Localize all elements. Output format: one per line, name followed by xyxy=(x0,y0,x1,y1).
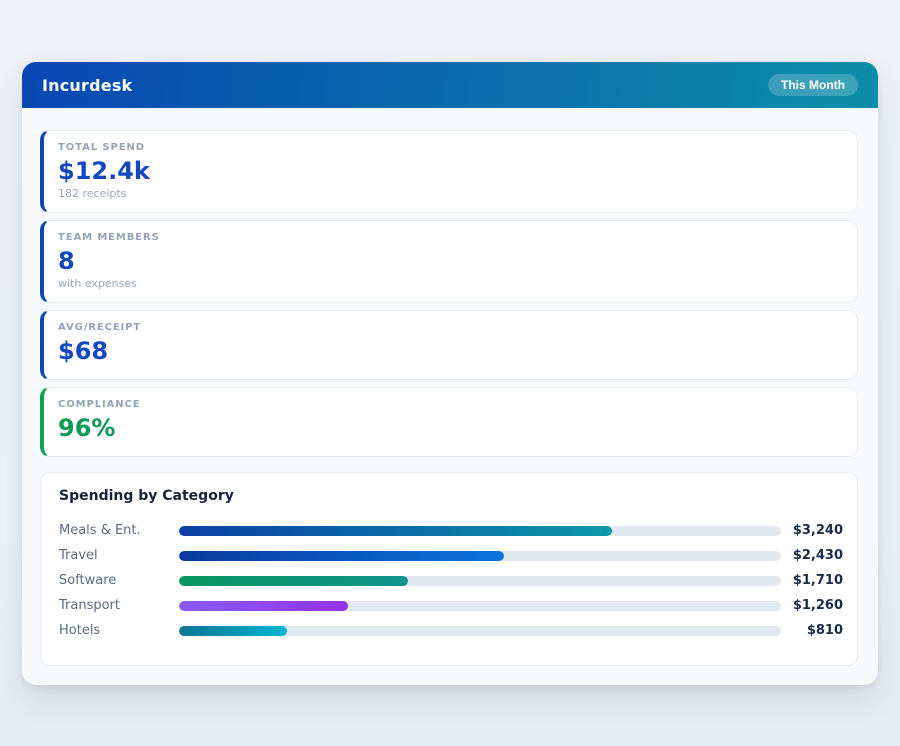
stat-value: $12.4k xyxy=(58,156,841,186)
period-badge[interactable]: This Month xyxy=(768,74,858,96)
category-label: Hotels xyxy=(59,623,179,638)
app-title: Incurdesk xyxy=(42,76,132,95)
stat-label: TOTAL SPEND xyxy=(58,142,841,153)
bar-fill-software xyxy=(179,576,408,586)
bar-value: $2,430 xyxy=(781,548,843,563)
bar-track xyxy=(179,626,781,636)
bar-track xyxy=(179,526,781,536)
spending-by-category-chart: Spending by Category Meals & Ent. $3,240… xyxy=(40,472,858,666)
stat-label: AVG/RECEIPT xyxy=(58,322,841,333)
dashboard-panel: Incurdesk This Month TOTAL SPEND $12.4k … xyxy=(22,62,878,685)
category-label: Meals & Ent. xyxy=(59,523,179,538)
app-header: Incurdesk This Month xyxy=(22,62,878,108)
stat-label: COMPLIANCE xyxy=(58,399,841,410)
category-label: Travel xyxy=(59,548,179,563)
bar-track xyxy=(179,551,781,561)
bar-track xyxy=(179,601,781,611)
bar-fill-transport xyxy=(179,601,348,611)
bar-value: $810 xyxy=(781,623,843,638)
chart-row-travel: Travel $2,430 xyxy=(59,543,843,568)
stat-card-compliance: COMPLIANCE 96% xyxy=(40,387,858,457)
bar-fill-meals xyxy=(179,526,612,536)
stat-subtext: 182 receipts xyxy=(58,187,841,200)
chart-row-hotels: Hotels $810 xyxy=(59,618,843,643)
stat-card-avg-receipt: AVG/RECEIPT $68 xyxy=(40,310,858,380)
bar-value: $1,710 xyxy=(781,573,843,588)
bar-fill-hotels xyxy=(179,626,287,636)
chart-row-meals: Meals & Ent. $3,240 xyxy=(59,518,843,543)
stat-value: 96% xyxy=(58,413,841,443)
chart-row-software: Software $1,710 xyxy=(59,568,843,593)
category-label: Transport xyxy=(59,598,179,613)
stat-value: 8 xyxy=(58,246,841,276)
chart-title: Spending by Category xyxy=(59,488,843,504)
stat-card-team-members: TEAM MEMBERS 8 with expenses xyxy=(40,220,858,303)
bar-value: $1,260 xyxy=(781,598,843,613)
bar-track xyxy=(179,576,781,586)
stat-subtext: with expenses xyxy=(58,277,841,290)
category-label: Software xyxy=(59,573,179,588)
stat-label: TEAM MEMBERS xyxy=(58,232,841,243)
bar-fill-travel xyxy=(179,551,504,561)
chart-row-transport: Transport $1,260 xyxy=(59,593,843,618)
stat-card-total-spend: TOTAL SPEND $12.4k 182 receipts xyxy=(40,130,858,213)
panel-body: TOTAL SPEND $12.4k 182 receipts TEAM MEM… xyxy=(22,108,878,685)
bar-value: $3,240 xyxy=(781,523,843,538)
stat-value: $68 xyxy=(58,336,841,366)
